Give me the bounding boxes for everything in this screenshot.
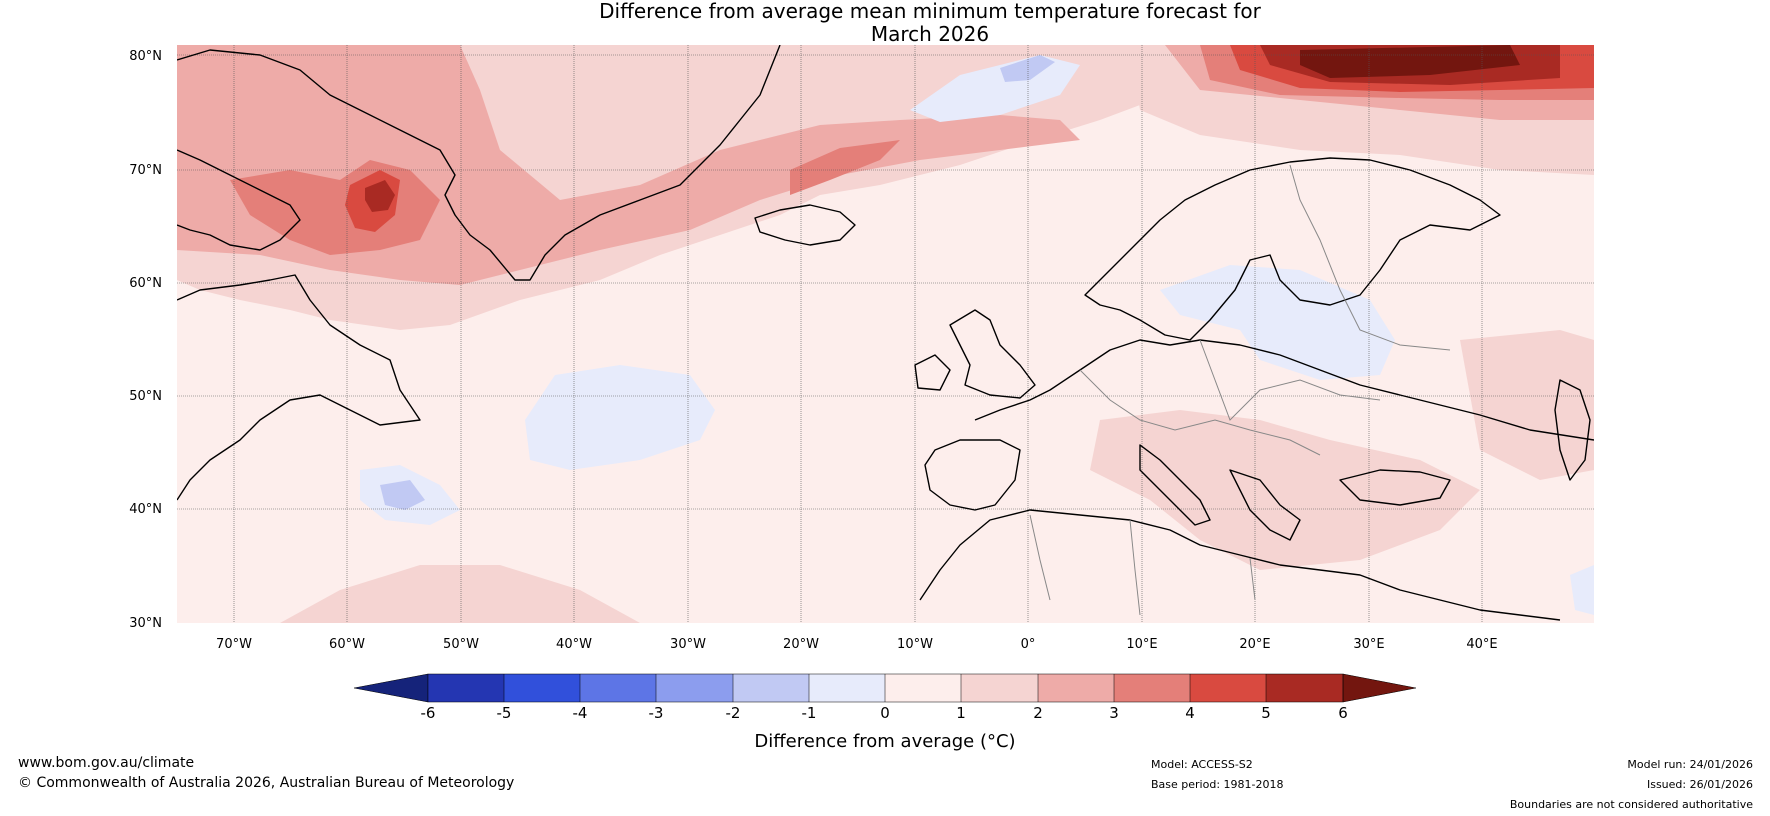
coastline-iberia: [924, 439, 1021, 511]
lat-label-50: 50°N: [129, 389, 162, 404]
colorbar-segment-1-2: [961, 674, 1038, 702]
latitude-labels: 80°N 70°N 60°N 50°N 40°N 30°N: [129, 49, 162, 631]
coastline-black-sea: [1339, 469, 1451, 506]
colorbar-tick-n2: -2: [726, 704, 741, 722]
lat-label-60: 60°N: [129, 276, 162, 291]
coastline-labrador: [177, 274, 421, 501]
colorbar-title: Difference from average (°C): [754, 731, 1015, 752]
title-line-2: March 2026: [870, 22, 990, 46]
footer-disclaimer: Boundaries are not considered authoritat…: [1509, 798, 1753, 811]
anomaly-region-neg-north-atlantic: [525, 365, 715, 470]
coastline-north-africa: [919, 509, 1561, 621]
colorbar: -6 -5 -4 -3 -2 -1 0 1 2 3 4 5 6 Differen…: [353, 673, 1417, 752]
border-russia: [1289, 164, 1451, 351]
coastline-british-isles: [914, 309, 1036, 399]
border-eastern-europe: [1199, 339, 1381, 421]
lon-label-70w: 70°W: [216, 637, 252, 652]
colorbar-extend-high: [1342, 673, 1417, 703]
footer-issued: Issued: 26/01/2026: [1646, 778, 1753, 791]
colorbar-segment-n4-n3: [580, 674, 656, 702]
footer-website: www.bom.gov.au/climate: [18, 755, 195, 771]
anomaly-region-neg-baltic: [1160, 265, 1395, 380]
lon-label-30e: 30°E: [1353, 637, 1384, 652]
colorbar-segment-n2-n1: [733, 674, 809, 702]
anomaly-region-neg2-arctic: [1000, 55, 1055, 82]
colorbar-tick-n6: -6: [421, 704, 436, 722]
colorbar-tick-2: 2: [1033, 704, 1043, 722]
footer-model: Model: ACCESS-S2: [1151, 758, 1253, 771]
coastline-scandinavia: [1084, 157, 1501, 341]
colorbar-segment-n1-0: [809, 674, 885, 702]
lon-label-20w: 20°W: [783, 637, 819, 652]
graticule: [177, 45, 1594, 623]
colorbar-tick-n4: -4: [573, 704, 588, 722]
map-title: Difference from average mean minimum tem…: [0, 0, 1770, 46]
colorbar-tick-0: 0: [880, 704, 890, 722]
colorbar-dividers: [503, 674, 1267, 702]
anomaly-region-1-2-caspian: [1460, 330, 1594, 480]
coastline-europe-mainland: [974, 339, 1594, 441]
lon-label-50w: 50°W: [443, 637, 479, 652]
colorbar-segment-3-4: [1114, 674, 1190, 702]
colorbar-tick-n3: -3: [649, 704, 664, 722]
lat-label-80: 80°N: [129, 49, 162, 64]
colorbar-tick-3: 3: [1109, 704, 1119, 722]
anomaly-region-neg-east: [1570, 565, 1594, 615]
lon-label-40w: 40°W: [556, 637, 592, 652]
colorbar-extend-low: [353, 673, 429, 703]
footer-copyright: © Commonwealth of Australia 2026, Austra…: [18, 775, 515, 791]
title-line-1: Difference from average mean minimum tem…: [599, 0, 1261, 23]
lon-label-30w: 30°W: [670, 637, 706, 652]
coastline-iceland: [754, 204, 856, 246]
colorbar-tick-1: 1: [956, 704, 966, 722]
anomaly-region-1-2-south-atlantic: [280, 565, 640, 623]
anomaly-region-gt6-arctic: [1300, 45, 1520, 78]
colorbar-segment-4-5: [1190, 674, 1266, 702]
colorbar-segment-5-6: [1266, 674, 1343, 702]
colorbar-tick-n5: -5: [497, 704, 512, 722]
colorbar-tick-5: 5: [1261, 704, 1271, 722]
lon-label-0: 0°: [1021, 637, 1036, 652]
footer-model-run: Model run: 24/01/2026: [1627, 758, 1753, 771]
anomaly-region-3-4-iceland: [790, 140, 900, 195]
colorbar-outline: [427, 673, 1344, 703]
coastline-caspian: [1554, 379, 1591, 481]
country-borders: [1029, 164, 1451, 616]
colorbar-segment-n6-n5: [428, 674, 504, 702]
border-central-europe: [1079, 369, 1321, 456]
footer-base-period: Base period: 1981-2018: [1151, 778, 1284, 791]
lat-label-30: 30°N: [129, 616, 162, 631]
colorbar-segment-2-3: [1038, 674, 1114, 702]
colorbar-ticks: -6 -5 -4 -3 -2 -1 0 1 2 3 4 5 6: [421, 704, 1348, 722]
colorbar-segment-n5-n4: [504, 674, 580, 702]
coastlines: [177, 45, 1594, 621]
longitude-labels: 70°W 60°W 50°W 40°W 30°W 20°W 10°W 0° 10…: [216, 637, 1498, 652]
anomaly-region-5-6-labrador: [365, 180, 395, 212]
anomaly-region-neg2-atlantic: [380, 480, 425, 510]
lat-label-40: 40°N: [129, 502, 162, 517]
lon-label-10w: 10°W: [897, 637, 933, 652]
border-north-africa: [1029, 514, 1256, 616]
coastline-italy-balkans: [1139, 444, 1301, 541]
colorbar-segment-0-1: [885, 674, 961, 702]
anomaly-region-1-2-mediterranean: [1090, 410, 1480, 570]
lon-label-40e: 40°E: [1466, 637, 1497, 652]
lat-label-70: 70°N: [129, 163, 162, 178]
colorbar-tick-4: 4: [1185, 704, 1195, 722]
coastline-canada-arctic: [177, 149, 301, 251]
colorbar-tick-6: 6: [1338, 704, 1348, 722]
lon-label-60w: 60°W: [329, 637, 365, 652]
colorbar-segment-n3-n2: [656, 674, 733, 702]
lon-label-10e: 10°E: [1126, 637, 1157, 652]
coastline-greenland: [177, 45, 781, 281]
colorbar-tick-n1: -1: [802, 704, 817, 722]
lon-label-20e: 20°E: [1239, 637, 1270, 652]
anomaly-field: [177, 45, 1594, 623]
